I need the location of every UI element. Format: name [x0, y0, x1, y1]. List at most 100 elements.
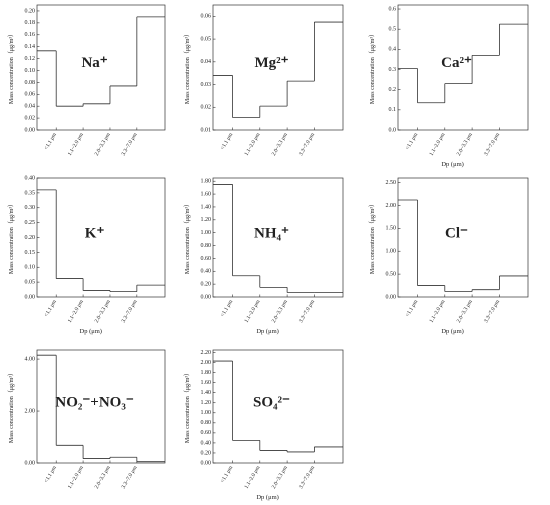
x-tick-label: 1.1~2.0 μm: [244, 464, 262, 490]
x-tick-label: 3.3~7.0 μm: [483, 298, 501, 324]
y-tick-label: 0.20: [201, 282, 212, 288]
x-tick-label: 1.1~2.0 μm: [244, 131, 262, 157]
x-tick-label: <1.1 μm: [43, 131, 58, 151]
y-tick-label: 0.02: [201, 105, 212, 111]
y-tick-label: 0.3: [389, 67, 397, 73]
y-tick-label: 1.80: [201, 370, 212, 376]
y-axis-label: Mass concentration（μg/m³）: [369, 31, 376, 104]
x-tick-label: 1.1~2.0 μm: [67, 464, 85, 490]
x-tick-label: 1.1~2.0 μm: [67, 298, 85, 324]
x-tick-label: 2.0~3.3 μm: [271, 298, 289, 324]
y-tick-label: 2.20: [201, 350, 212, 356]
y-tick-label: 0.15: [25, 250, 36, 256]
y-tick-label: 1.00: [201, 410, 212, 416]
x-tick-label: <1.1 μm: [220, 464, 235, 484]
y-tick-label: 4.00: [25, 356, 36, 362]
chart-panel: 0.00 0.05 0.10 0.15 0.20 0.25 0.30 0.35 0.40 <1.1…: [8, 175, 166, 335]
y-tick-label: 0.00: [201, 294, 212, 300]
y-axis-label: Mass concentration（μg/m³）: [184, 201, 191, 274]
x-tick-label: 2.0~3.3 μm: [94, 464, 112, 490]
chart-panel: 0.00 0.02 0.04 0.06 0.08 0.10 0.12 0.14 0.16 0.18…: [8, 4, 166, 157]
chart-panel: 0.00 0.20 0.40 0.60 0.80 1.00 1.20 1.40 1.60 1.80…: [184, 177, 344, 335]
y-tick-label: 2.00: [386, 203, 397, 209]
x-tick-label: 2.0~3.3 μm: [271, 131, 289, 157]
x-axis-label: Dp (μm): [441, 328, 463, 335]
y-tick-label: 0.20: [25, 8, 36, 14]
y-tick-label: 0.00: [25, 460, 36, 466]
y-tick-label: 0.12: [25, 56, 36, 62]
y-tick-label: 1.40: [201, 204, 212, 210]
ion-label: NO₂⁻+NO₃⁻: [55, 395, 133, 411]
y-tick-label: 1.50: [386, 226, 397, 232]
y-tick-label: 0.14: [25, 44, 36, 50]
y-tick-label: 0.03: [201, 82, 212, 88]
y-tick-label: 0.08: [25, 80, 36, 86]
ion-label: Na⁺: [81, 55, 107, 71]
x-tick-label: 1.1~2.0 μm: [67, 131, 85, 157]
y-axis-label: Mass concentration（μg/m³）: [184, 370, 191, 443]
y-tick-label: 0.5: [389, 27, 397, 33]
x-tick-label: 2.0~3.3 μm: [271, 464, 289, 490]
ion-label: SO₄²⁻: [253, 395, 290, 411]
y-axis-label: Mass concentration（μg/m³）: [369, 201, 376, 274]
x-tick-label: 3.3~7.0 μm: [298, 464, 316, 490]
y-tick-label: 1.00: [201, 230, 212, 236]
y-tick-label: 1.00: [386, 249, 397, 255]
x-tick-label: 2.0~3.3 μm: [94, 298, 112, 324]
chart-panel: 0.01 0.02 0.03 0.04 0.05 0.06 <1.1 μm 1.1~2.0 μ…: [184, 4, 344, 157]
plot-frame: [212, 349, 344, 464]
y-tick-label: 0.00: [25, 294, 36, 300]
x-tick-label: 3.3~7.0 μm: [483, 131, 501, 157]
chart-panel: 0.00 0.50 1.00 1.50 2.00 2.50 <1.1 μm 1.1~2.0 μ…: [369, 177, 529, 335]
y-tick-label: 0.1: [389, 107, 397, 113]
x-axis-label: Dp (μm): [80, 328, 102, 335]
y-tick-label: 0.04: [25, 104, 36, 110]
x-tick-label: 1.1~2.0 μm: [429, 298, 447, 324]
x-tick-label: 3.3~7.0 μm: [121, 131, 139, 157]
plot-frame: [397, 4, 529, 131]
y-axis-label: Mass concentration（μg/m³）: [184, 31, 191, 104]
y-tick-label: 0.16: [25, 32, 36, 38]
x-tick-label: <1.1 μm: [43, 464, 58, 484]
x-tick-label: 2.0~3.3 μm: [456, 298, 474, 324]
y-tick-label: 0.80: [201, 420, 212, 426]
ion-label: Cl⁻: [445, 225, 468, 241]
y-tick-label: 0.40: [201, 440, 212, 446]
y-tick-label: 0.02: [25, 115, 36, 121]
y-tick-label: 0.01: [201, 127, 212, 133]
x-tick-label: <1.1 μm: [43, 298, 58, 318]
y-tick-label: 0.6: [389, 6, 397, 12]
y-axis-label: Mass concentration（μg/m³）: [8, 31, 15, 104]
x-axis-label: Dp (μm): [441, 161, 463, 168]
y-tick-label: 0.50: [386, 271, 397, 277]
y-tick-label: 0.06: [25, 92, 36, 98]
y-tick-label: 0.05: [25, 280, 36, 286]
x-axis-label: Dp (μm): [256, 328, 278, 335]
ion-label: K⁺: [85, 225, 105, 241]
y-tick-label: 0.00: [25, 127, 36, 133]
y-tick-label: 0.60: [201, 256, 212, 262]
y-tick-label: 2.00: [201, 360, 212, 366]
y-tick-label: 0.18: [25, 20, 36, 26]
plot-frame: [36, 349, 166, 464]
y-tick-label: 0.05: [201, 36, 212, 42]
y-tick-label: 0.10: [25, 265, 36, 271]
y-tick-label: 1.40: [201, 390, 212, 396]
y-tick-label: 0.35: [25, 190, 36, 196]
x-tick-label: 3.3~7.0 μm: [298, 298, 316, 324]
x-tick-label: 3.3~7.0 μm: [121, 298, 139, 324]
x-tick-label: <1.1 μm: [220, 298, 235, 318]
y-tick-label: 0.25: [25, 220, 36, 226]
chart-panel: 0.00 2.00 4.00 <1.1 μm 1.1~2.0 μm 2.0~3.3 μm 3…: [8, 349, 166, 490]
y-tick-label: 2.50: [386, 180, 397, 186]
plot-frame: [397, 177, 529, 298]
y-tick-label: 0.00: [386, 294, 397, 300]
x-tick-label: 1.1~2.0 μm: [244, 298, 262, 324]
y-tick-label: 0.06: [201, 14, 212, 20]
x-tick-label: <1.1 μm: [405, 131, 420, 151]
y-axis-label: Mass concentration（μg/m³）: [8, 370, 15, 443]
y-tick-label: 0.20: [201, 450, 212, 456]
y-tick-label: 0.20: [25, 235, 36, 241]
x-tick-label: 1.1~2.0 μm: [429, 131, 447, 157]
